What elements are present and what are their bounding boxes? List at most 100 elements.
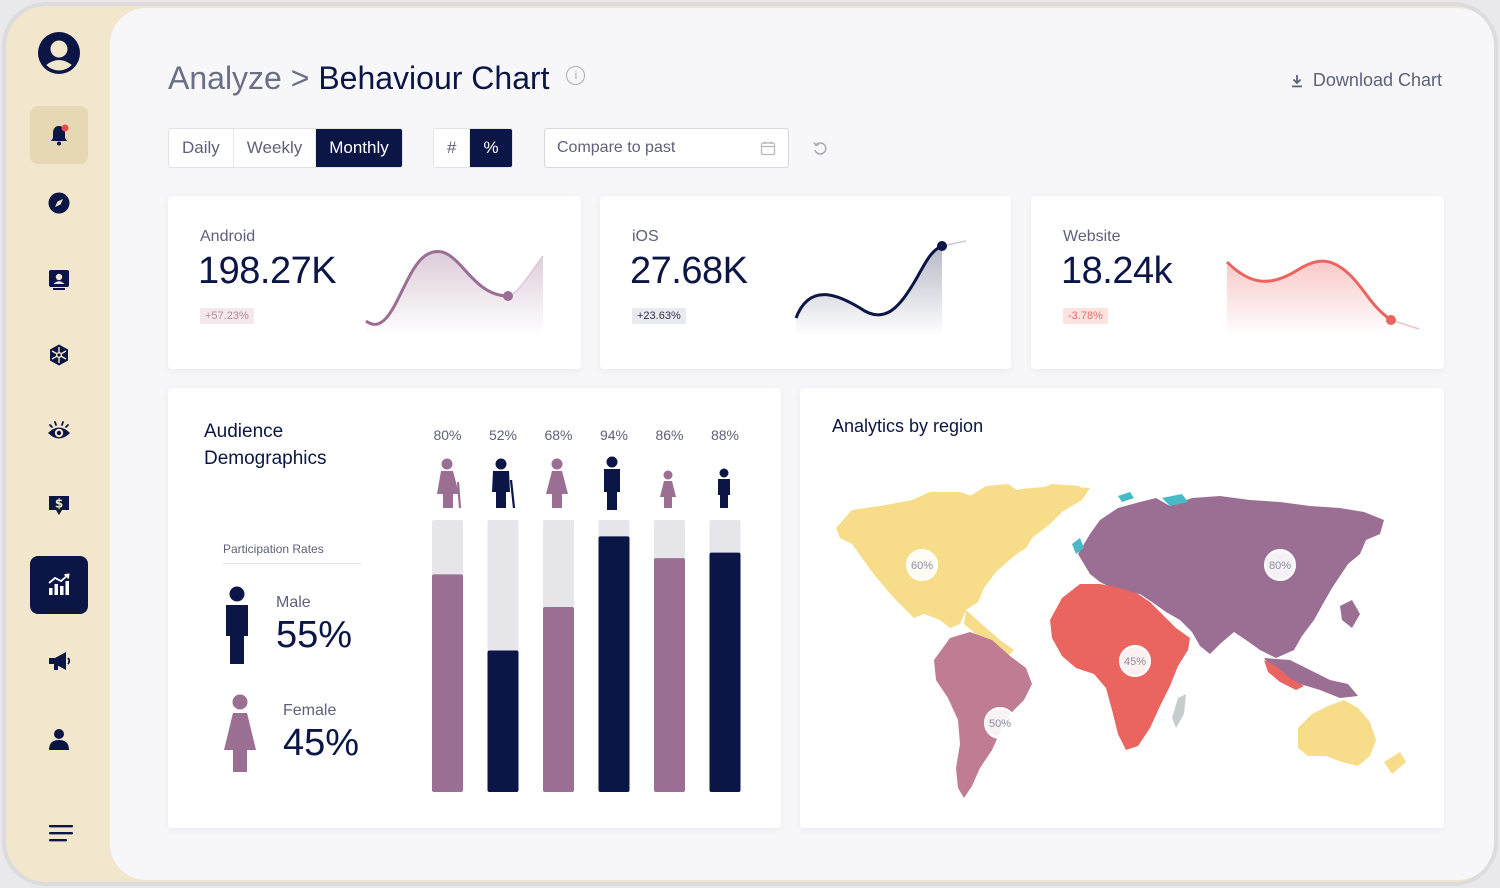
mode-count-toggle[interactable]: # (434, 129, 471, 167)
download-chart-label: Download Chart (1312, 70, 1442, 90)
region-marker-label: 50% (989, 718, 1011, 730)
kpi-change-badge: +57.23% (200, 308, 254, 324)
kpi-label: iOS (632, 228, 659, 245)
region-marker-label: 80% (1269, 560, 1291, 572)
kpi-label: Website (1063, 228, 1121, 245)
demographics-title: Audience Demographics (204, 421, 327, 469)
period-monthly-tab[interactable]: Monthly (316, 129, 402, 167)
region-markers: 60% 80% 45% 50% (906, 549, 1296, 739)
adult-female-icon (546, 458, 568, 508)
north-america-region[interactable] (836, 486, 1090, 628)
kpi-value: 27.68K (630, 250, 748, 292)
male-label: Male (276, 594, 311, 611)
bar-adult-female[interactable] (543, 607, 574, 792)
eurasia-region[interactable] (1078, 496, 1384, 658)
bar-value-label: 86% (655, 427, 683, 443)
page-title-text: Behaviour Chart (318, 60, 550, 96)
kpi-change-badge: -3.78% (1063, 308, 1108, 324)
uk-region (1072, 538, 1084, 554)
elderly-male-icon (492, 458, 516, 509)
page-title: Analyze > Behaviour Chart (168, 60, 586, 97)
region-marker-africa[interactable] (1119, 645, 1151, 677)
bar-boy[interactable] (709, 552, 741, 792)
bar-elderly-female[interactable] (432, 574, 463, 792)
bar-girl[interactable] (654, 558, 685, 792)
eye-icon (48, 421, 70, 439)
indonesia-region[interactable] (1264, 660, 1304, 690)
hexagon-network-icon (50, 344, 68, 366)
region-marker-label: 45% (1124, 656, 1146, 668)
sidebar-item-notifications[interactable] (30, 106, 88, 164)
audience-demographics-card: Audience Demographics Participation Rate… (168, 388, 781, 828)
mode-percent-toggle[interactable]: % (470, 129, 512, 167)
sidebar-item-explore[interactable] (30, 174, 88, 232)
megaphone-icon (49, 652, 71, 670)
kpi-card-android: Android 198.27K +57.23% (168, 196, 581, 369)
region-marker-south-america[interactable] (984, 707, 1016, 739)
region-marker-label: 60% (911, 560, 933, 572)
south-america-region[interactable] (934, 632, 1032, 798)
dollar-chat-icon: $ (49, 496, 69, 515)
female-value: 45% (283, 722, 360, 764)
download-chart-button[interactable]: Download Chart (1291, 70, 1442, 91)
android-sparkline (365, 250, 544, 336)
world-map: 60% 80% 45% 50% (836, 484, 1406, 798)
compare-date-input[interactable]: Compare to past (544, 128, 789, 168)
kpi-label: Android (200, 228, 256, 245)
southeast-asia-islands[interactable] (1264, 658, 1358, 698)
arctic-island (1118, 492, 1134, 502)
arctic-island-2 (1162, 494, 1188, 506)
participation-bar-chart: 80% 52% 68% 94% 86% 88% (432, 427, 741, 792)
elderly-female-icon (437, 458, 462, 509)
region-marker-asia-europe[interactable] (1264, 549, 1296, 581)
period-daily-tab[interactable]: Daily (169, 129, 234, 167)
person-icon (49, 729, 69, 750)
bar-value-label: 52% (489, 427, 517, 443)
sidebar-item-watch[interactable] (30, 402, 88, 460)
adult-male-icon (604, 456, 620, 510)
svg-text:$: $ (55, 497, 63, 511)
boy-icon (718, 468, 730, 508)
region-marker-north-america[interactable] (906, 549, 938, 581)
breadcrumb-analyze[interactable]: Analyze (168, 60, 282, 96)
region-title: Analytics by region (832, 416, 984, 436)
sidebar-item-account[interactable] (30, 710, 88, 768)
sidebar-item-profile-card[interactable] (30, 250, 88, 308)
bar-adult-male[interactable] (598, 536, 630, 792)
breadcrumb-separator: > (290, 60, 310, 96)
hamburger-menu-icon[interactable] (48, 822, 74, 844)
male-icon (226, 586, 248, 664)
japan-region (1340, 600, 1360, 628)
female-icon (224, 694, 256, 772)
period-weekly-tab[interactable]: Weekly (234, 129, 317, 167)
kpi-card-ios: iOS 27.68K +23.63% (600, 196, 1011, 369)
bar-value-label: 94% (600, 427, 628, 443)
info-icon[interactable] (566, 66, 586, 85)
reset-icon[interactable] (812, 140, 828, 156)
bar-value-label: 80% (433, 427, 461, 443)
ios-sparkline (794, 240, 967, 336)
new-zealand-region (1384, 752, 1406, 774)
participation-rates-label: Participation Rates (223, 542, 324, 556)
kpi-value: 18.24k (1061, 250, 1173, 292)
male-value: 55% (276, 614, 353, 656)
female-label: Female (283, 702, 337, 719)
madagascar-region (1172, 694, 1186, 728)
sidebar-item-campaigns[interactable] (30, 632, 88, 690)
website-sparkline (1225, 259, 1420, 336)
participation-divider (223, 563, 361, 564)
greenland-region (1032, 484, 1080, 510)
user-circle-logo[interactable] (36, 30, 82, 76)
compass-icon (48, 192, 70, 214)
sidebar-item-network[interactable] (30, 326, 88, 384)
sidebar-item-analytics[interactable] (30, 556, 88, 614)
australia-region[interactable] (1298, 700, 1376, 766)
central-america-region[interactable] (964, 610, 1014, 658)
period-selector: Daily Weekly Monthly (168, 128, 403, 168)
bar-elderly-male[interactable] (487, 650, 519, 792)
calendar-icon[interactable] (760, 140, 776, 156)
kpi-value: 198.27K (198, 250, 337, 292)
africa-region[interactable] (1050, 584, 1190, 750)
kpi-card-website: Website 18.24k -3.78% (1031, 196, 1444, 369)
sidebar-item-billing[interactable]: $ (30, 476, 88, 534)
